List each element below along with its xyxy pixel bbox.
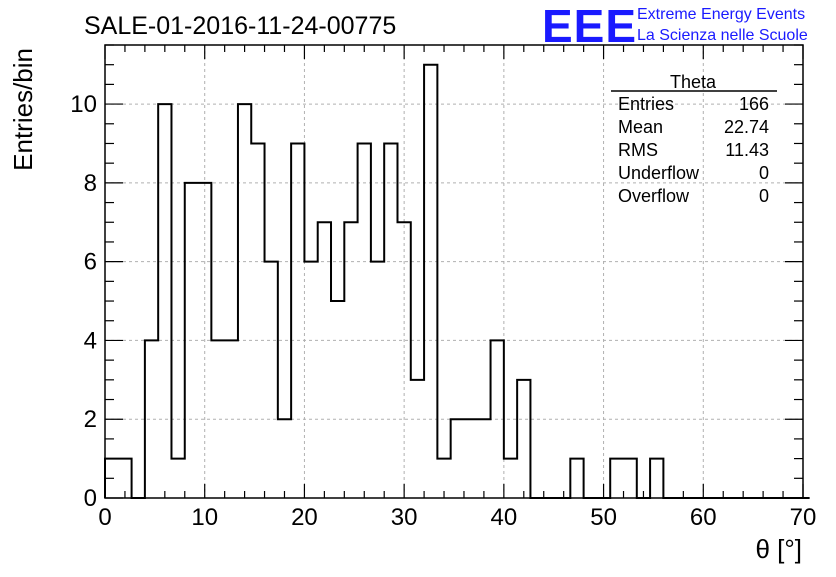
stats-row-underflow-label: Underflow <box>618 163 700 183</box>
y-tick-label: 10 <box>70 91 97 118</box>
histogram-bin <box>411 380 424 498</box>
histogram-bin <box>517 380 530 498</box>
histogram-bin <box>304 262 317 498</box>
histogram-outline <box>104 63 810 499</box>
stats-row-mean-label: Mean <box>618 117 663 137</box>
chart-title: SALE-01-2016-11-24-00775 <box>84 12 396 40</box>
histogram-bin <box>610 459 623 498</box>
y-tick-label: 4 <box>84 327 97 354</box>
histogram-bin <box>344 222 357 498</box>
x-tick-label: 0 <box>98 504 111 531</box>
x-tick-label: 50 <box>590 504 617 531</box>
x-tick-label: 20 <box>291 504 318 531</box>
x-tick-label: 30 <box>391 504 418 531</box>
stats-row-rms-label: RMS <box>618 140 658 160</box>
y-tick-label: 0 <box>84 485 97 512</box>
histogram-bin <box>265 262 278 498</box>
stats-row-overflow-label: Overflow <box>618 186 690 206</box>
histogram-bin <box>251 143 264 498</box>
histogram-bin <box>171 459 184 498</box>
histogram-bin <box>650 459 663 498</box>
histogram-bin <box>358 143 371 498</box>
histogram-bin <box>371 262 384 498</box>
logo-line2: La Scienza nelle Scuole <box>637 27 808 44</box>
histogram-bin <box>504 459 517 498</box>
grid-lines <box>105 45 803 498</box>
axes: 0 10 20 30 40 50 60 70 0 2 4 6 8 10 <box>70 44 817 531</box>
eee-logo: EEE Extreme Energy Events La Scienza nel… <box>542 0 808 52</box>
histogram-bin <box>424 65 437 498</box>
y-tick-label: 6 <box>84 249 97 276</box>
histogram-bin <box>477 419 490 498</box>
histogram-bin <box>318 222 331 498</box>
x-tick-label: 60 <box>690 504 717 531</box>
stats-row-overflow-value: 0 <box>759 186 769 206</box>
histogram-bin <box>158 104 171 498</box>
histogram-bin <box>145 340 158 498</box>
histogram-bin <box>570 459 583 498</box>
histogram-bin <box>464 419 477 498</box>
histogram-bin <box>331 301 344 498</box>
x-tick-label: 40 <box>491 504 518 531</box>
histogram-bin <box>624 459 637 498</box>
histogram-bin <box>291 143 304 498</box>
logo-line1: Extreme Energy Events <box>637 6 805 23</box>
histogram-bin <box>278 419 291 498</box>
stats-box: Theta Entries 166 Mean 22.74 RMS 11.43 U… <box>611 72 777 206</box>
logo-mark: EEE <box>542 0 637 52</box>
y-axis-label: Entries/bin <box>8 48 38 171</box>
x-tick-label: 10 <box>191 504 218 531</box>
y-tick-label: 2 <box>84 406 97 433</box>
y-tick-label: 8 <box>84 170 97 197</box>
histogram-bin <box>451 419 464 498</box>
stats-row-rms-value: 11.43 <box>725 140 769 160</box>
plot-frame <box>104 44 804 499</box>
stats-row-underflow-value: 0 <box>759 163 769 183</box>
x-axis-label: θ [°] <box>755 534 802 564</box>
stats-row-entries-value: 166 <box>739 94 769 114</box>
stats-row-entries-label: Entries <box>618 94 674 114</box>
histogram-bin <box>384 143 397 498</box>
histogram-series <box>104 63 810 499</box>
histogram-bin <box>238 104 251 498</box>
stats-title: Theta <box>670 72 717 92</box>
x-tick-label: 70 <box>790 504 817 531</box>
stats-row-mean-value: 22.74 <box>724 117 769 137</box>
